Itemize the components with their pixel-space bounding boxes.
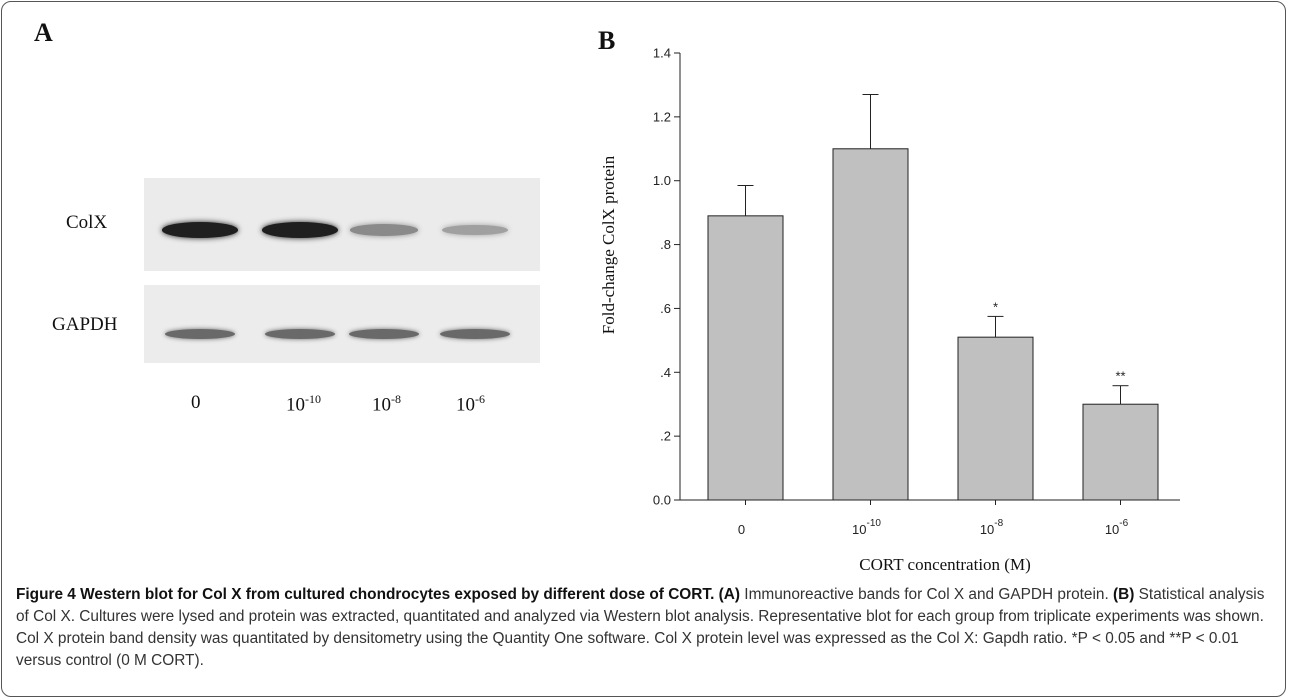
x-tick-label-exponent: -6 xyxy=(1119,518,1128,529)
x-axis-title: CORT concentration (M) xyxy=(859,555,1030,574)
y-tick-label: 1.4 xyxy=(653,46,671,61)
colx-row-label: ColX xyxy=(66,212,108,233)
gapdh-blot-strip xyxy=(144,285,540,363)
x-tick-label-exponent: -10 xyxy=(867,518,882,529)
x-tick-label-base: 10 xyxy=(852,522,866,537)
x-tick-label: 10-8 xyxy=(980,518,1004,537)
x-tick-label-base: 10 xyxy=(1105,522,1119,537)
y-tick-label: .4 xyxy=(660,365,671,380)
y-tick-label: 0.0 xyxy=(653,493,671,508)
gapdh-band xyxy=(349,329,419,339)
bar xyxy=(832,148,909,501)
caption-part-a-tag: (A) xyxy=(718,586,741,603)
colx-band xyxy=(349,224,419,236)
x-tick-label-base: 10 xyxy=(980,522,994,537)
x-tick-label: 10-6 xyxy=(1105,518,1129,537)
significance-marker: ** xyxy=(1115,369,1125,384)
panel-b-letter: B xyxy=(598,26,616,55)
lane-label: 10-10 xyxy=(286,392,321,416)
colx-band xyxy=(262,222,338,238)
lane-label-exponent: -10 xyxy=(305,392,321,406)
y-axis-title: Fold-change ColX protein xyxy=(599,155,618,334)
panel-a-letter: A xyxy=(34,18,53,47)
caption-title: Figure 4 Western blot for Col X from cul… xyxy=(16,586,715,603)
lane-label-base: 10 xyxy=(286,394,305,416)
bar xyxy=(957,336,1034,501)
y-tick-label: .6 xyxy=(660,301,671,316)
lane-label-base: 10 xyxy=(372,394,391,416)
y-tick-label: .8 xyxy=(660,237,671,252)
bar xyxy=(707,215,784,501)
lane-label-exponent: -6 xyxy=(475,392,485,406)
gapdh-band xyxy=(165,329,235,339)
x-tick-label-exponent: -8 xyxy=(994,518,1003,529)
x-tick-label: 0 xyxy=(738,522,745,537)
significance-marker: * xyxy=(993,299,998,314)
bar xyxy=(1082,403,1159,501)
lane-label: 10-6 xyxy=(456,392,485,416)
gapdh-row-label: GAPDH xyxy=(52,314,118,335)
y-tick-label: .2 xyxy=(660,429,671,444)
lane-label: 10-8 xyxy=(372,392,401,416)
x-tick-label-base: 0 xyxy=(738,522,745,537)
colx-blot-strip xyxy=(144,178,540,271)
y-tick-label: 1.2 xyxy=(653,109,671,124)
caption-part-b-tag: (B) xyxy=(1113,586,1135,603)
gapdh-band xyxy=(440,329,510,339)
figure-caption: Figure 4 Western blot for Col X from cul… xyxy=(16,584,1276,672)
colx-band xyxy=(162,222,238,238)
caption-part-b-text: Statistical analysis of Col X. Cultures … xyxy=(16,586,1265,669)
y-tick-label: 1.0 xyxy=(653,173,671,188)
lane-label-base: 0 xyxy=(191,392,201,413)
caption-part-a-text: Immunoreactive bands for Col X and GAPDH… xyxy=(740,586,1113,603)
lane-label: 0 xyxy=(191,392,201,414)
gapdh-band xyxy=(265,329,335,339)
bar-chart: 0.0.2.4.6.81.01.21.40 10-10*10-8**10-6COR… xyxy=(599,46,1180,574)
x-tick-label: 10-10 xyxy=(852,518,881,537)
lane-label-exponent: -8 xyxy=(391,392,401,406)
colx-band xyxy=(441,224,509,236)
lane-label-base: 10 xyxy=(456,394,475,416)
